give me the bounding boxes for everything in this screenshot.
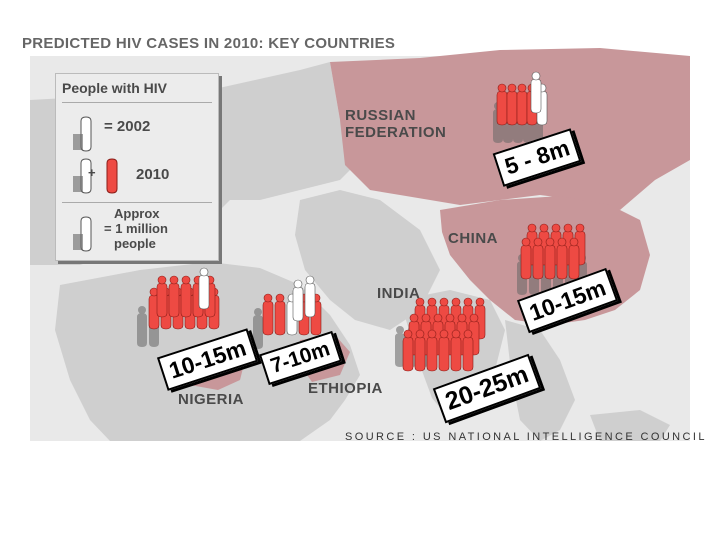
legend-plus: + bbox=[88, 165, 96, 180]
island-landmass bbox=[590, 410, 670, 441]
source-credit: SOURCE : US NATIONAL INTELLIGENCE COUNCI… bbox=[345, 431, 707, 443]
nigeria-label: NIGERIA bbox=[178, 391, 245, 408]
legend-approx-line1: Approx bbox=[114, 206, 160, 221]
russia-label-line1: RUSSIAN bbox=[345, 107, 417, 124]
page-title: PREDICTED HIV CASES IN 2010: KEY COUNTRI… bbox=[22, 35, 396, 52]
legend-2010-label: 2010 bbox=[136, 166, 170, 183]
legend-approx-line2: = 1 million bbox=[104, 221, 168, 236]
legend-box: People with HIV = 2002 + 2010 Approx = 1… bbox=[55, 73, 219, 261]
legend-title: People with HIV bbox=[62, 80, 168, 96]
ethiopia-label: ETHIOPIA bbox=[308, 380, 383, 397]
china-label: CHINA bbox=[448, 230, 498, 247]
figure-2010-icon bbox=[73, 158, 118, 194]
legend-divider-2 bbox=[62, 202, 212, 203]
legend-approx-line3: people bbox=[114, 236, 156, 251]
legend-divider bbox=[62, 102, 212, 103]
figure-2002-icon bbox=[73, 116, 92, 152]
southeast-asia-landmass bbox=[505, 320, 575, 441]
russia-label-line2: FEDERATION bbox=[345, 124, 447, 141]
legend-2002-label: = 2002 bbox=[104, 118, 151, 135]
russia-label: RUSSIAN FEDERATION bbox=[345, 107, 446, 141]
figure-million-icon bbox=[73, 216, 92, 252]
middle-east-landmass bbox=[295, 190, 440, 330]
india-label: INDIA bbox=[377, 285, 421, 302]
